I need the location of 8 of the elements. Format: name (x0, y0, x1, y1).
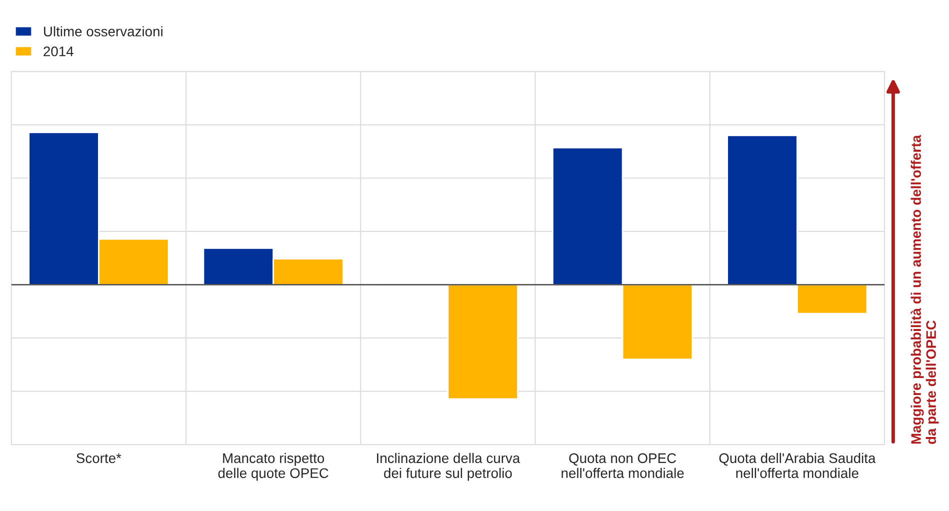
x-tick-label: Inclinazione della curva dei future sul petrolio (377, 452, 520, 481)
legend-label: Ultime osservazioni (44, 26, 162, 36)
legend-label: 2014 (44, 46, 74, 56)
x-tick-label: Quota non OPEC nell'offerta mondiale (562, 453, 684, 478)
x-tick-label: Mancato rispetto delle quote OPEC (218, 452, 328, 481)
x-tick-label: Quota dell'Arabia Saudita nell'offerta mondiale (719, 452, 876, 478)
text: Maggiore probabilità di un aumento dell'offerta da parte dell'OPEC (910, 134, 939, 444)
x-tick-label: Scorte* (76, 453, 122, 464)
